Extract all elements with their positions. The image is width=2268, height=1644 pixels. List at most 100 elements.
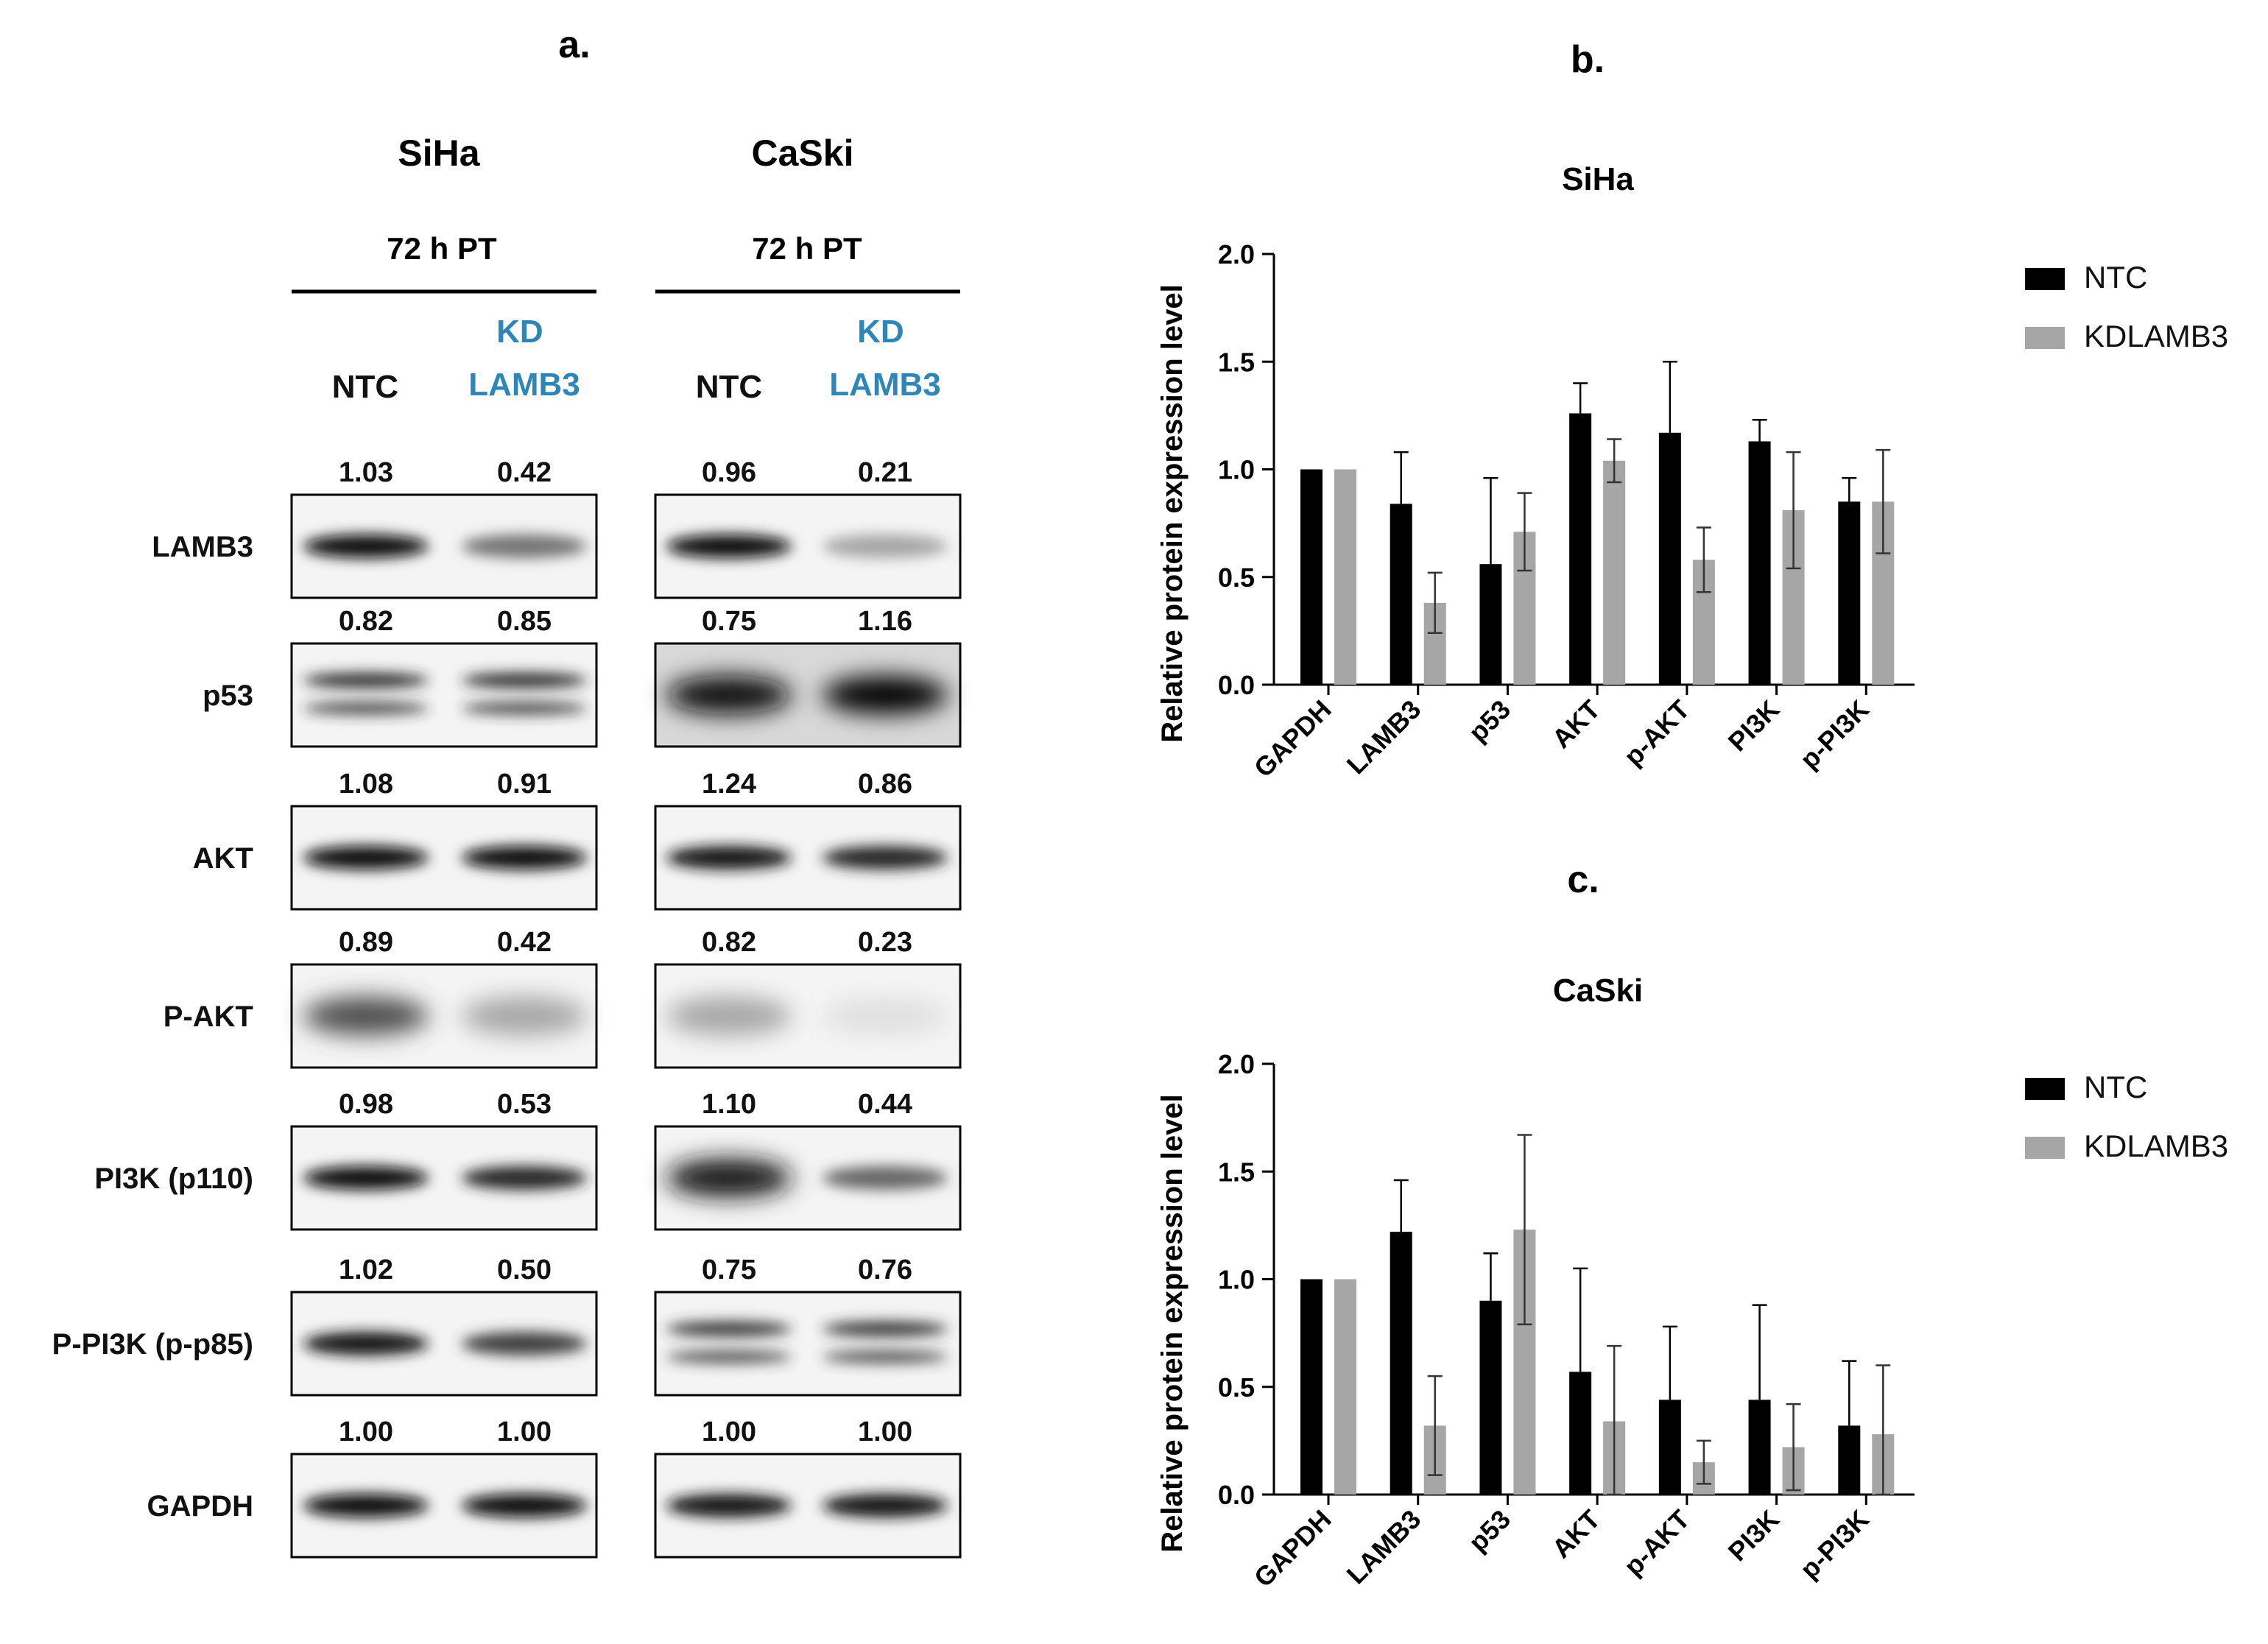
x-tick-label: p53 bbox=[1462, 1504, 1516, 1558]
siha-column-header: SiHa bbox=[398, 133, 480, 174]
protein-band bbox=[666, 1350, 792, 1363]
protein-band bbox=[666, 997, 792, 1035]
protein-band bbox=[666, 1494, 792, 1517]
bar-kdlamb3 bbox=[1334, 1279, 1356, 1495]
bar-kdlamb3 bbox=[1603, 460, 1626, 685]
protein-band bbox=[823, 1494, 948, 1517]
legend-swatch-ntc bbox=[2025, 1078, 2065, 1100]
protein-band bbox=[462, 702, 587, 715]
caski-kd-line1: KD bbox=[857, 314, 904, 350]
bar-ntc bbox=[1479, 564, 1502, 685]
bar-ntc bbox=[1838, 1425, 1861, 1495]
protein-band bbox=[462, 997, 587, 1035]
legend-label-ntc: NTC bbox=[2084, 260, 2147, 294]
protein-band bbox=[823, 1350, 948, 1363]
protein-band bbox=[462, 535, 587, 558]
x-tick-label: p-PI3K bbox=[1794, 694, 1875, 775]
y-tick-label: 0.0 bbox=[1218, 1480, 1255, 1510]
bar-ntc bbox=[1390, 1232, 1412, 1495]
caski-kd-lane-label: KD LAMB3 bbox=[829, 314, 941, 403]
bar-ntc bbox=[1569, 413, 1592, 685]
y-tick-label: 1.0 bbox=[1218, 1265, 1255, 1295]
protein-band bbox=[823, 1166, 948, 1190]
band-density-value: 1.00 bbox=[702, 1417, 756, 1447]
protein-band bbox=[303, 673, 429, 688]
band-density-value: 0.23 bbox=[858, 927, 912, 958]
protein-band bbox=[462, 673, 587, 688]
bar-charts: b. SiHa 0.0 0.5 1.0 1.5 2.0 Relative protein ex… bbox=[1156, 38, 2228, 1593]
legend-swatch-kdlamb3 bbox=[2025, 327, 2065, 349]
x-tick-label: GAPDH bbox=[1248, 1504, 1337, 1593]
bar-ntc bbox=[1390, 504, 1412, 685]
x-tick-label: LAMB3 bbox=[1341, 1504, 1427, 1590]
legend-swatch-kdlamb3 bbox=[2025, 1137, 2065, 1159]
blot-rows: LAMB3 1.03 0.42 0.96 0.21 p53 0.82 0.85 0.75 1.16… bbox=[52, 457, 962, 1559]
blot-label: P-PI3K (p-p85) bbox=[52, 1328, 253, 1361]
protein-band bbox=[303, 1166, 429, 1190]
legend-label-kdlamb3: KDLAMB3 bbox=[2084, 319, 2228, 353]
siha-ntc-lane-label: NTC bbox=[332, 369, 398, 405]
protein-band bbox=[303, 997, 429, 1035]
band-density-value: 0.82 bbox=[702, 927, 756, 958]
chart-title: CaSki bbox=[1553, 973, 1643, 1009]
x-tick-label: p-AKT bbox=[1618, 1504, 1695, 1581]
band-density-value: 1.16 bbox=[858, 606, 912, 637]
bar-kdlamb3 bbox=[1334, 469, 1356, 685]
caski-column-header: CaSki bbox=[752, 133, 854, 174]
blot-label: p53 bbox=[202, 680, 253, 712]
bar-ntc bbox=[1300, 469, 1323, 685]
y-axis-label: Relative protein expression level bbox=[1156, 284, 1188, 742]
band-density-value: 0.96 bbox=[702, 457, 756, 488]
y-tick-label: 0.5 bbox=[1218, 562, 1255, 593]
band-density-value: 0.53 bbox=[497, 1089, 552, 1120]
caski-ntc-lane-label: NTC bbox=[696, 369, 762, 405]
bar-ntc bbox=[1658, 1400, 1681, 1495]
y-tick-label: 1.5 bbox=[1218, 347, 1255, 377]
bar-ntc bbox=[1569, 1372, 1592, 1495]
panel-letter: b. bbox=[1571, 38, 1605, 81]
x-tick-label: LAMB3 bbox=[1341, 694, 1427, 780]
protein-band bbox=[823, 676, 948, 714]
y-tick-label: 2.0 bbox=[1218, 239, 1255, 269]
x-tick-label: PI3K bbox=[1722, 694, 1786, 758]
x-tick-label: PI3K bbox=[1722, 1504, 1786, 1567]
protein-band bbox=[303, 1332, 429, 1355]
siha-kd-lane-label: KD LAMB3 bbox=[468, 314, 580, 403]
bar-ntc bbox=[1300, 1279, 1323, 1495]
band-density-value: 0.42 bbox=[497, 927, 552, 958]
caski-time-label: 72 h PT bbox=[752, 231, 862, 266]
siha-time-label: 72 h PT bbox=[387, 231, 497, 266]
band-density-value: 1.00 bbox=[497, 1417, 552, 1447]
band-density-value: 0.91 bbox=[497, 769, 552, 800]
panel-letter: c. bbox=[1567, 858, 1599, 901]
band-density-value: 0.82 bbox=[339, 606, 393, 637]
x-tick-label: p-AKT bbox=[1618, 694, 1695, 772]
x-tick-label: GAPDH bbox=[1248, 694, 1337, 783]
blot-box bbox=[290, 642, 598, 748]
legend-label-kdlamb3: KDLAMB3 bbox=[2084, 1129, 2228, 1163]
protein-band bbox=[462, 1166, 587, 1190]
caski-kd-line2: LAMB3 bbox=[829, 367, 941, 403]
protein-band bbox=[823, 535, 948, 558]
band-density-value: 1.00 bbox=[339, 1417, 393, 1447]
bar-ntc bbox=[1748, 1400, 1771, 1495]
protein-band bbox=[462, 1494, 587, 1517]
bar-ntc bbox=[1658, 432, 1681, 685]
band-density-value: 0.86 bbox=[858, 769, 912, 800]
x-tick-label: p-PI3K bbox=[1794, 1504, 1875, 1585]
x-tick-label: p53 bbox=[1462, 694, 1516, 748]
band-density-value: 1.24 bbox=[702, 769, 756, 800]
y-axis-label: Relative protein expression level bbox=[1156, 1094, 1188, 1552]
legend-swatch-ntc bbox=[2025, 268, 2065, 290]
protein-band bbox=[303, 846, 429, 869]
protein-band bbox=[823, 997, 948, 1035]
y-tick-label: 1.5 bbox=[1218, 1157, 1255, 1187]
blot-label: LAMB3 bbox=[152, 531, 253, 563]
protein-band bbox=[462, 846, 587, 869]
y-tick-label: 1.0 bbox=[1218, 455, 1255, 485]
bar-ntc bbox=[1479, 1300, 1502, 1495]
siha-kd-line2: LAMB3 bbox=[468, 367, 580, 403]
y-tick-label: 0.0 bbox=[1218, 670, 1255, 700]
band-density-value: 0.21 bbox=[858, 457, 912, 488]
